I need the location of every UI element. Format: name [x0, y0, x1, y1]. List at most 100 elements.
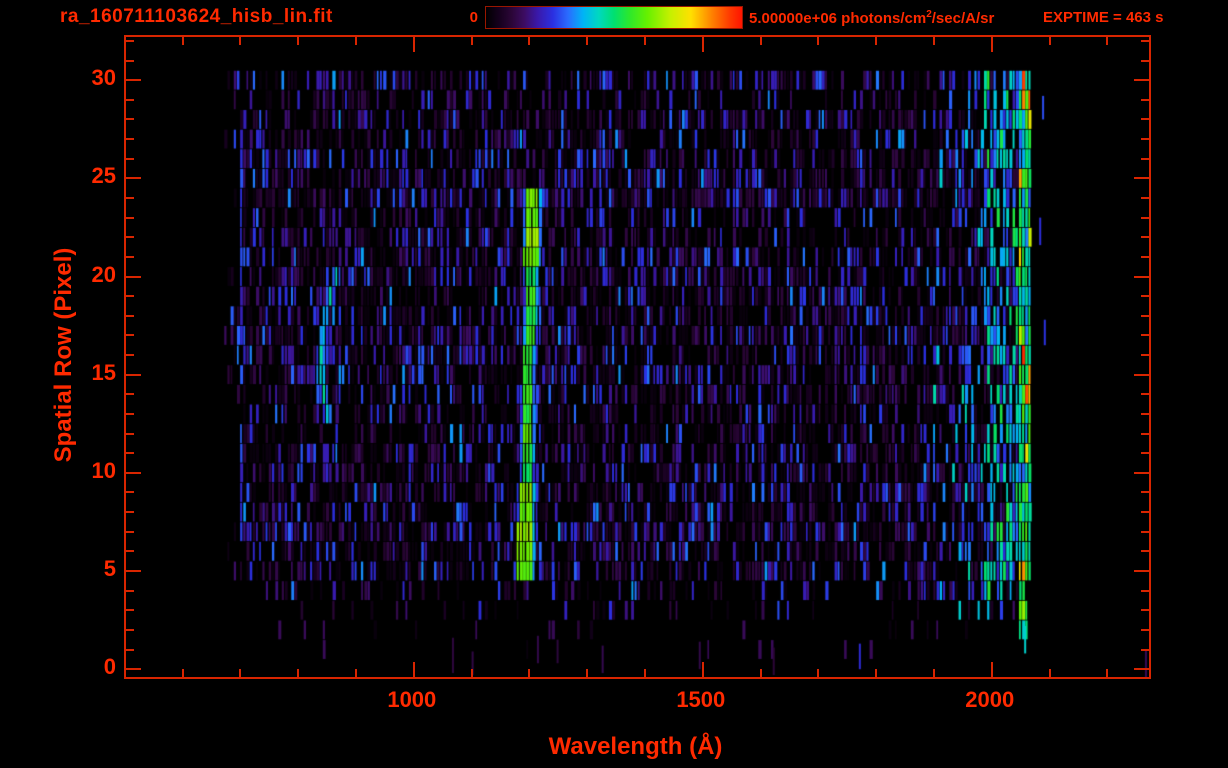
tick-mark: [126, 629, 134, 631]
y-axis-label: Spatial Row (Pixel): [50, 247, 77, 463]
tick-mark: [933, 669, 935, 677]
tick-mark: [991, 37, 993, 52]
tick-mark: [126, 334, 134, 336]
tick-mark: [1141, 511, 1149, 513]
tick-mark: [1141, 354, 1149, 356]
tick-mark: [1141, 158, 1149, 160]
tick-mark: [1141, 413, 1149, 415]
tick-mark: [1049, 37, 1051, 45]
tick-mark: [355, 669, 357, 677]
tick-mark: [817, 37, 819, 45]
exptime-label: EXPTIME = 463 s: [1043, 9, 1164, 26]
tick-mark: [702, 37, 704, 52]
tick-mark: [528, 669, 530, 677]
tick-mark: [471, 37, 473, 45]
tick-mark: [586, 37, 588, 45]
tick-mark: [126, 79, 141, 81]
tick-mark: [528, 37, 530, 45]
tick-mark: [1141, 629, 1149, 631]
x-tick-label: 1000: [387, 687, 437, 712]
tick-mark: [1106, 669, 1108, 677]
tick-mark: [126, 276, 141, 278]
tick-mark: [1141, 590, 1149, 592]
tick-mark: [126, 197, 134, 199]
tick-mark: [1134, 472, 1149, 474]
tick-mark: [355, 37, 357, 45]
tick-mark: [1141, 491, 1149, 493]
colorbar-unit-suffix: /sec/A/sr: [931, 10, 995, 27]
x-tick-label: 1500: [676, 687, 726, 712]
tick-mark: [1141, 393, 1149, 395]
heatmap-canvas: [126, 37, 1149, 677]
tick-mark: [1141, 60, 1149, 62]
tick-mark: [817, 669, 819, 677]
tick-mark: [126, 60, 134, 62]
tick-mark: [1141, 649, 1149, 651]
tick-mark: [126, 668, 141, 670]
tick-mark: [1141, 433, 1149, 435]
tick-mark: [126, 433, 134, 435]
tick-mark: [126, 315, 134, 317]
tick-mark: [1141, 197, 1149, 199]
tick-mark: [1141, 295, 1149, 297]
tick-mark: [126, 413, 134, 415]
tick-mark: [1141, 452, 1149, 454]
tick-mark: [1141, 217, 1149, 219]
tick-mark: [1134, 374, 1149, 376]
tick-mark: [1141, 138, 1149, 140]
y-tick-label: 15: [91, 359, 116, 385]
tick-mark: [875, 37, 877, 45]
tick-mark: [126, 295, 134, 297]
tick-mark: [1134, 177, 1149, 179]
tick-mark: [126, 609, 134, 611]
colorbar-unit-superscript: 2: [926, 9, 932, 20]
tick-mark: [126, 550, 134, 552]
tick-mark: [182, 669, 184, 677]
tick-mark: [126, 177, 141, 179]
tick-mark: [1141, 609, 1149, 611]
y-tick-label: 5: [103, 555, 116, 581]
tick-mark: [991, 662, 993, 677]
tick-mark: [126, 354, 134, 356]
tick-mark: [239, 37, 241, 45]
tick-mark: [126, 374, 141, 376]
tick-mark: [1141, 334, 1149, 336]
tick-mark: [126, 99, 134, 101]
y-tick-label: 30: [91, 65, 116, 91]
tick-mark: [1141, 40, 1149, 42]
tick-mark: [644, 37, 646, 45]
tick-mark: [1141, 550, 1149, 552]
tick-mark: [126, 138, 134, 140]
tick-mark: [126, 393, 134, 395]
tick-mark: [297, 669, 299, 677]
tick-mark: [702, 662, 704, 677]
tick-mark: [126, 511, 134, 513]
y-tick-label: 10: [91, 457, 116, 483]
tick-mark: [126, 570, 141, 572]
colorbar: [485, 6, 743, 29]
tick-mark: [1106, 37, 1108, 45]
y-tick-label: 25: [91, 163, 116, 189]
y-tick-label: 20: [91, 261, 116, 287]
x-axis-label: Wavelength (Å): [548, 733, 723, 760]
tick-mark: [126, 236, 134, 238]
tick-mark: [1141, 531, 1149, 533]
tick-mark: [760, 37, 762, 45]
tick-mark: [1134, 276, 1149, 278]
tick-mark: [1141, 118, 1149, 120]
tick-mark: [126, 158, 134, 160]
tick-mark: [760, 669, 762, 677]
tick-mark: [1141, 99, 1149, 101]
tick-mark: [126, 590, 134, 592]
tick-mark: [1141, 256, 1149, 258]
tick-mark: [126, 217, 134, 219]
colorbar-max-label: 5.00000e+06 photons/cm2/sec/A/sr: [749, 9, 994, 27]
tick-mark: [126, 649, 134, 651]
tick-mark: [413, 37, 415, 52]
tick-mark: [933, 37, 935, 45]
tick-mark: [297, 37, 299, 45]
tick-mark: [126, 452, 134, 454]
tick-mark: [126, 118, 134, 120]
tick-mark: [1049, 669, 1051, 677]
tick-mark: [126, 472, 141, 474]
